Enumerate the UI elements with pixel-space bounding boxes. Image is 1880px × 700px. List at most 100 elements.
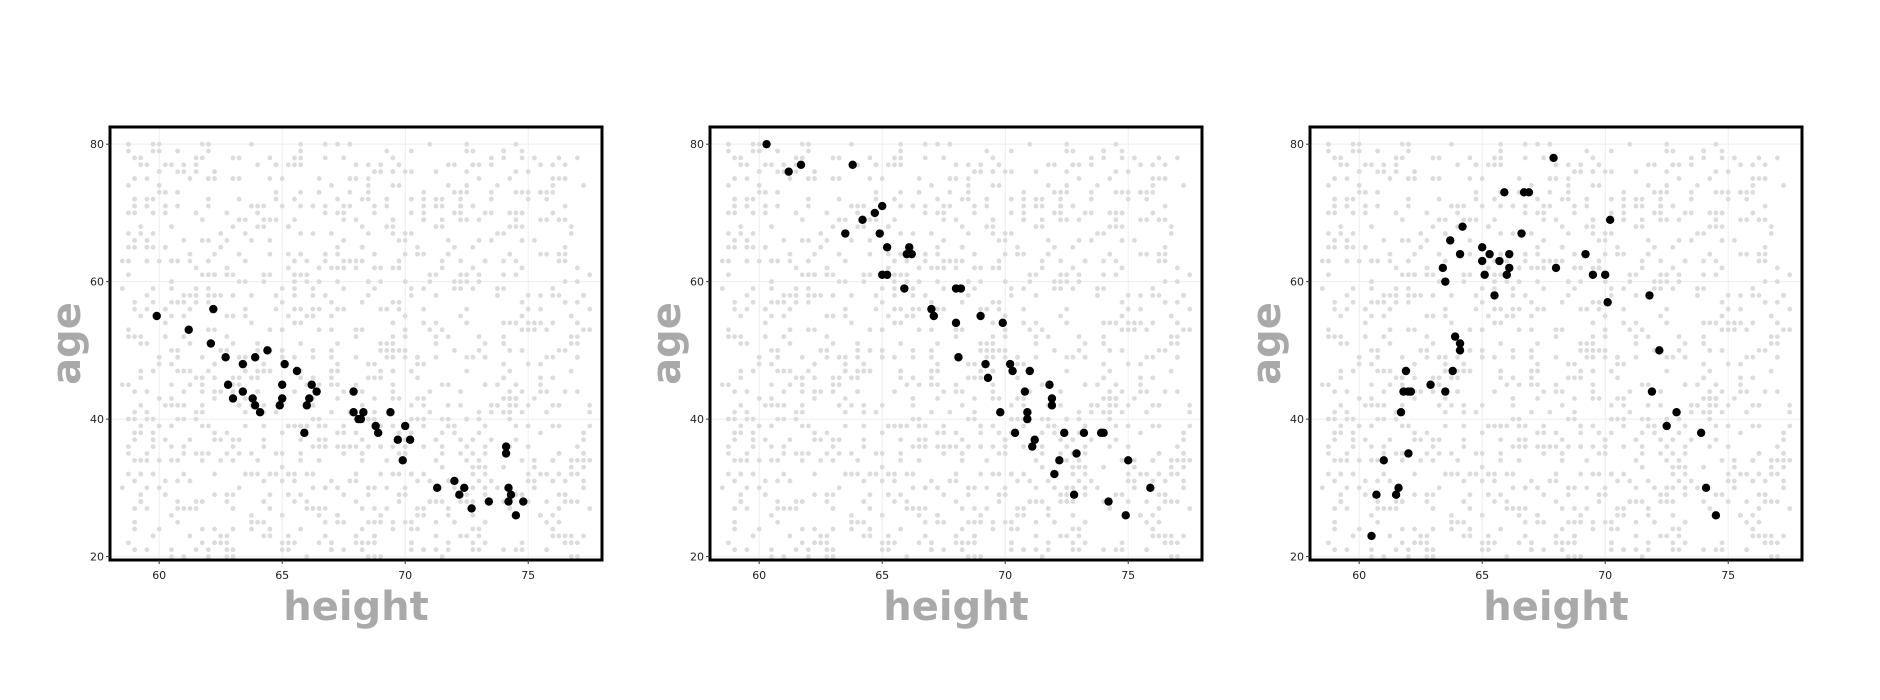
background-point [1676, 526, 1682, 532]
background-point [1430, 375, 1436, 381]
background-point [1326, 451, 1331, 456]
background-point [433, 341, 439, 346]
highlight-point [858, 215, 867, 224]
background-point [341, 203, 347, 209]
background-point [1338, 492, 1344, 498]
background-point [249, 141, 254, 147]
background-point [1658, 196, 1663, 202]
background-point [941, 389, 947, 395]
background-point [861, 533, 867, 539]
background-point [1553, 217, 1559, 223]
background-point [1125, 196, 1131, 202]
background-point [781, 444, 787, 449]
background-point [1639, 464, 1645, 470]
background-point [1535, 210, 1540, 216]
background-point [1756, 519, 1762, 525]
background-point [1707, 506, 1713, 511]
background-point [1768, 368, 1774, 374]
background-point [144, 238, 150, 243]
background-point [1608, 231, 1614, 236]
highlight-point [1551, 263, 1561, 273]
background-point [1565, 485, 1571, 491]
background-point [261, 499, 267, 504]
background-point [587, 409, 593, 415]
background-point [1070, 485, 1076, 491]
background-point [1058, 451, 1063, 456]
background-point [1082, 471, 1088, 477]
background-point [879, 402, 885, 408]
background-point [1070, 203, 1076, 209]
background-point [824, 265, 830, 271]
background-point [1119, 347, 1125, 353]
background-point [1070, 547, 1076, 553]
background-point [144, 389, 150, 395]
highlight-point [882, 270, 892, 279]
background-point [285, 492, 291, 498]
background-point [181, 416, 187, 422]
background-point [1070, 162, 1076, 168]
background-point [1418, 231, 1424, 236]
background-point [150, 416, 156, 422]
background-point [1156, 402, 1162, 408]
background-point [959, 451, 965, 456]
background-point [1162, 176, 1168, 181]
background-point [199, 409, 205, 415]
background-point [156, 148, 162, 154]
background-point [1412, 272, 1417, 278]
background-point [464, 533, 470, 539]
background-point [953, 533, 959, 539]
background-point [1430, 341, 1436, 346]
background-point [298, 272, 304, 278]
background-point [310, 485, 316, 491]
background-point [230, 547, 236, 553]
background-point [1781, 183, 1786, 188]
background-point [1442, 306, 1448, 312]
background-point [199, 499, 205, 504]
background-point [867, 251, 873, 257]
background-point [279, 478, 285, 484]
background-point [144, 409, 150, 415]
background-point [458, 533, 463, 539]
background-point [1565, 279, 1571, 285]
background-point [1713, 169, 1719, 175]
background-point [556, 217, 562, 223]
background-point [842, 217, 848, 223]
background-point [335, 519, 340, 525]
background-point [1381, 444, 1387, 449]
background-point [1119, 210, 1125, 216]
background-point [732, 196, 737, 202]
background-point [1021, 189, 1027, 195]
background-point [1375, 203, 1381, 209]
background-point [922, 258, 928, 264]
background-point [1150, 402, 1156, 408]
background-point [556, 471, 562, 477]
background-point [1701, 464, 1706, 470]
background-point [892, 272, 897, 278]
background-point [769, 258, 774, 264]
background-point [1131, 457, 1137, 463]
highlight-point [1047, 401, 1057, 410]
background-point [1756, 155, 1762, 161]
background-point [719, 485, 725, 491]
background-point [181, 471, 187, 477]
background-point [1516, 444, 1522, 449]
background-point [236, 375, 242, 381]
background-point [1565, 540, 1571, 546]
background-point [762, 320, 768, 326]
background-point [922, 444, 928, 449]
background-point [898, 162, 904, 168]
background-point [1424, 492, 1430, 498]
background-point [1707, 320, 1713, 326]
background-point [1131, 320, 1137, 326]
background-point [224, 265, 230, 271]
background-point [193, 286, 199, 291]
background-point [181, 368, 187, 374]
background-point [1553, 471, 1559, 477]
background-point [1473, 292, 1479, 298]
background-point [445, 423, 451, 429]
background-point [187, 437, 193, 443]
background-point [132, 409, 138, 415]
background-point [1332, 478, 1337, 484]
background-point [1058, 389, 1063, 395]
highlight-point [1441, 277, 1450, 286]
